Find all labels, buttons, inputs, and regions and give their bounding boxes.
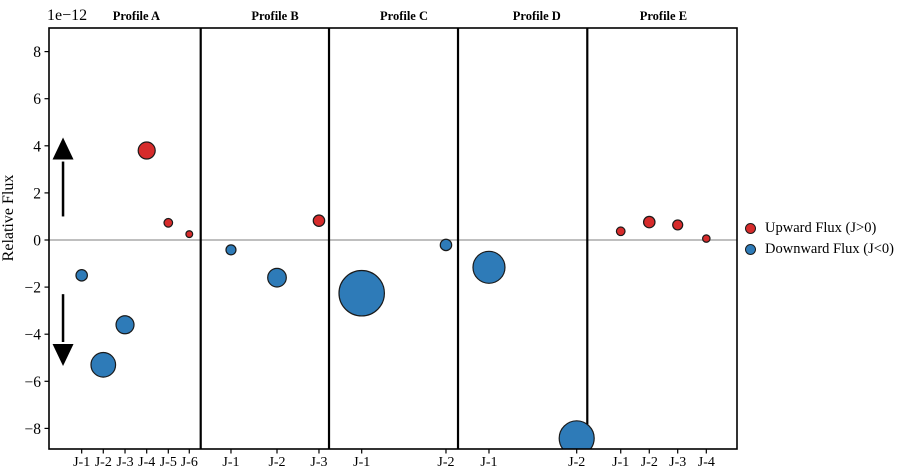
y-tick-label: 6 <box>33 91 41 108</box>
x-tick-label: J-1 <box>480 455 497 470</box>
bubble-profile-b-j-3 <box>312 214 326 227</box>
panel-title-profile-d: Profile D <box>513 9 561 23</box>
x-tick-label: J-4 <box>138 455 155 470</box>
bubble-profile-d-j-1 <box>472 250 506 284</box>
plot-frame <box>48 27 738 450</box>
upward-flux-marker-icon <box>745 223 756 234</box>
y-axis-offset-label: 1e−12 <box>47 7 88 24</box>
x-tick-label: J-1 <box>353 455 370 470</box>
down-arrow-head-icon <box>52 343 74 366</box>
downward-flux-marker-icon <box>745 244 756 255</box>
bubble-profile-a-j-3 <box>115 315 135 335</box>
bubble-profile-a-j-4 <box>137 141 156 160</box>
data-layer <box>52 137 711 449</box>
x-tick-label: J-2 <box>641 455 658 470</box>
legend-item-downward-flux: Downward Flux (J<0) <box>745 239 894 260</box>
x-tick-label: J-3 <box>116 455 133 470</box>
panel-title-profile-b: Profile B <box>251 9 298 23</box>
y-tick-label: −8 <box>25 421 42 438</box>
x-tick-label: J-2 <box>568 455 585 470</box>
bubble-profile-a-j-6 <box>185 230 194 239</box>
legend-item-upward-flux: Upward Flux (J>0) <box>745 218 894 239</box>
x-tick-label: J-1 <box>222 455 239 470</box>
bubble-profile-a-j-2 <box>90 351 117 378</box>
y-tick-label: −2 <box>25 280 42 297</box>
bubble-profile-d-j-2 <box>558 420 595 449</box>
legend-label-downward: Downward Flux (J<0) <box>765 241 894 257</box>
x-tick-label: J-2 <box>437 455 454 470</box>
x-tick-label: J-2 <box>268 455 285 470</box>
x-tick-label: J-1 <box>612 455 629 470</box>
up-arrow-head-icon <box>52 137 74 160</box>
x-tick-label: J-3 <box>669 455 686 470</box>
y-tick-label: 8 <box>33 44 41 61</box>
y-tick-label: −4 <box>25 327 42 344</box>
y-tick-label: 2 <box>33 185 41 202</box>
legend: Upward Flux (J>0) Downward Flux (J<0) <box>745 218 894 260</box>
bubble-profile-e-j-3 <box>672 219 684 231</box>
panel-title-profile-a: Profile A <box>113 9 160 23</box>
bubble-profile-b-j-1 <box>225 244 237 256</box>
y-axis-label: Relative Flux <box>0 174 17 262</box>
panel-title-profile-c: Profile C <box>380 9 428 23</box>
y-tick-label: 0 <box>33 233 41 250</box>
bubble-profile-a-j-1 <box>75 269 88 282</box>
x-tick-label: J-3 <box>310 455 327 470</box>
bubble-profile-c-j-2 <box>439 238 453 252</box>
legend-label-upward: Upward Flux (J>0) <box>765 220 877 236</box>
bubble-profile-e-j-2 <box>642 215 656 229</box>
bubble-profile-e-j-1 <box>615 226 626 237</box>
x-tick-label: J-1 <box>73 455 90 470</box>
y-tick-label: −6 <box>25 374 42 391</box>
bubble-profile-e-j-4 <box>702 234 711 243</box>
panel-title-profile-e: Profile E <box>640 9 687 23</box>
x-tick-label: J-6 <box>181 455 198 470</box>
bubble-profile-c-j-1 <box>338 269 385 317</box>
x-tick-label: J-5 <box>160 455 177 470</box>
x-tick-label: J-4 <box>698 455 715 470</box>
bubble-profile-b-j-2 <box>267 267 287 288</box>
bubble-profile-a-j-5 <box>163 217 174 228</box>
x-tick-label: J-2 <box>95 455 112 470</box>
y-tick-label: 4 <box>33 138 41 155</box>
